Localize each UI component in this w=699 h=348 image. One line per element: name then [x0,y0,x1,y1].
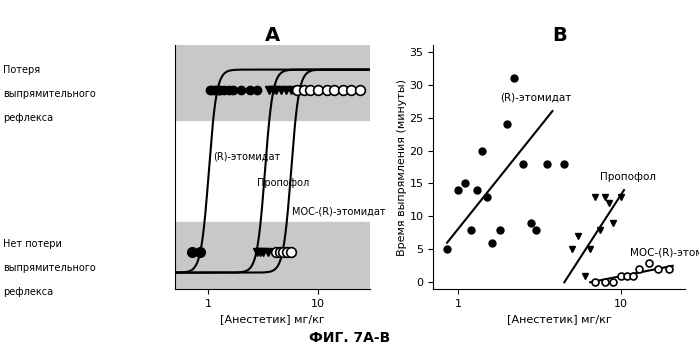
Title: B: B [552,26,567,45]
Text: ФИГ. 7А-В: ФИГ. 7А-В [309,331,390,345]
X-axis label: [Анестетик] мг/кг: [Анестетик] мг/кг [220,314,325,324]
Title: A: A [265,26,280,45]
Text: (R)-этомидат: (R)-этомидат [213,152,280,162]
Y-axis label: Время выпрямления (минуты): Время выпрямления (минуты) [397,79,407,255]
Text: Пропофол: Пропофол [600,172,656,182]
Text: Пропофол: Пропофол [257,178,310,188]
Text: МОС-(R)-этомидат: МОС-(R)-этомидат [292,207,386,217]
Bar [175,45,370,120]
Text: Нет потери: Нет потери [3,239,62,248]
Text: МОС-(R)-этомидат: МОС-(R)-этомидат [630,248,699,258]
Text: (R)-этомидат: (R)-этомидат [500,93,571,103]
Text: рефлекса: рефлекса [3,113,54,123]
Bar [175,222,370,289]
Text: рефлекса: рефлекса [3,287,54,297]
Text: выпрямительного: выпрямительного [3,89,96,99]
Text: выпрямительного: выпрямительного [3,263,96,273]
Text: Потеря: Потеря [3,65,41,74]
X-axis label: [Анестетик] мг/кг: [Анестетик] мг/кг [507,314,612,324]
